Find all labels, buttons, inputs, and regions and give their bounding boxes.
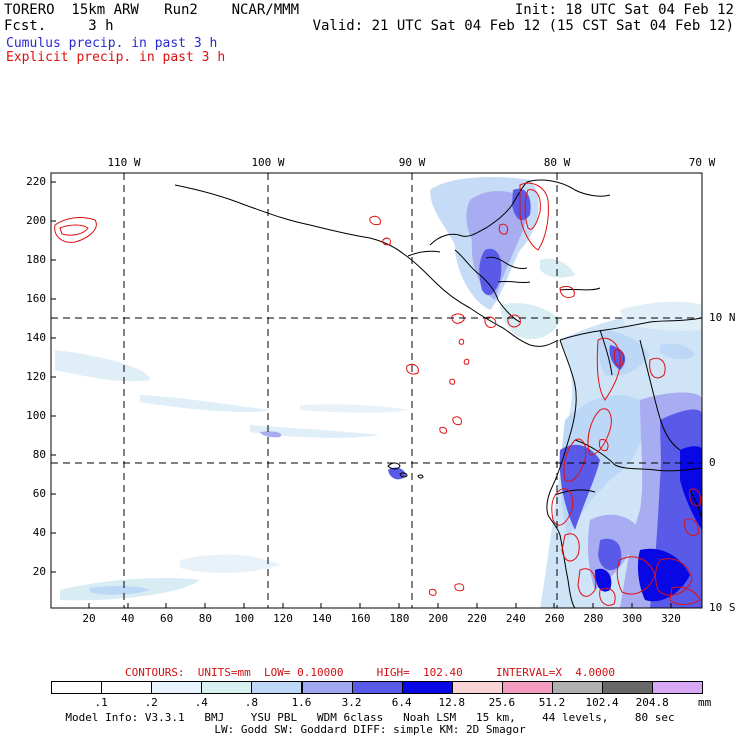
latitude-label: 0 — [709, 456, 716, 469]
model-title: TORERO 15km ARW Run2 NCAR/MMM — [4, 2, 300, 18]
legend-label: .4 — [194, 696, 208, 709]
legend-swatch — [251, 681, 303, 694]
latitude-label: 10 N — [709, 311, 736, 324]
legend-label: 6.4 — [391, 696, 412, 709]
map-field — [51, 173, 702, 608]
legend-swatch — [101, 681, 153, 694]
x-tick-label: 100 — [234, 612, 255, 625]
y-tick-label: 100 — [26, 409, 46, 422]
cumulus-field-label: Cumulus precip. in past 3 h — [6, 36, 218, 51]
x-tick-label: 200 — [428, 612, 449, 625]
legend-swatch — [51, 681, 103, 694]
legend-swatch — [652, 681, 704, 694]
x-tick-label: 180 — [389, 612, 410, 625]
lat-lon-grid — [51, 173, 702, 608]
map-frame — [50, 172, 703, 609]
valid-time: Valid: 21 UTC Sat 04 Feb 12 (15 CST Sat … — [312, 18, 734, 34]
legend-swatch — [201, 681, 253, 694]
coastlines — [174, 179, 702, 608]
legend-swatch — [301, 681, 353, 694]
legend-units: mm — [698, 696, 712, 709]
y-tick-label: 200 — [26, 214, 46, 227]
x-tick-label: 320 — [661, 612, 681, 625]
y-tick-label: 80 — [32, 448, 46, 461]
y-tick-label: 160 — [26, 292, 46, 305]
y-tick-label: 40 — [32, 526, 46, 539]
legend-swatch — [552, 681, 604, 694]
y-tick-label: 220 — [26, 175, 46, 188]
legend-label: 102.4 — [585, 696, 619, 709]
tick-marks — [51, 181, 672, 608]
model-info-line2: LW: Godd SW: Goddard DIFF: simple KM: 2D… — [214, 723, 526, 736]
x-tick-label: 160 — [350, 612, 371, 625]
x-tick-label: 140 — [311, 612, 332, 625]
y-tick-label: 20 — [32, 565, 46, 578]
x-tick-label: 80 — [198, 612, 213, 625]
contour-info: CONTOURS: UNITS=mm LOW= 0.10000 HIGH= 10… — [124, 666, 616, 679]
legend-swatch — [451, 681, 503, 694]
legend-label: 204.8 — [635, 696, 669, 709]
x-tick-label: 260 — [544, 612, 565, 625]
y-tick-label: 140 — [26, 331, 46, 344]
legend-label: 25.6 — [488, 696, 516, 709]
longitude-label: 70 W — [688, 156, 716, 169]
legend-label: 3.2 — [341, 696, 362, 709]
legend-swatch — [351, 681, 403, 694]
legend-label: 12.8 — [438, 696, 466, 709]
longitude-label: 100 W — [251, 156, 285, 169]
latitude-label: 10 S — [709, 601, 736, 614]
legend-label: .2 — [144, 696, 158, 709]
cumulus-shading — [55, 177, 702, 608]
explicit-contours — [54, 182, 701, 606]
legend-swatch — [501, 681, 553, 694]
legend-label: 51.2 — [538, 696, 566, 709]
x-tick-label: 120 — [273, 612, 293, 625]
model-info-line1: Model Info: V3.3.1 BMJ YSU PBL WDM 6clas… — [65, 711, 675, 724]
legend-swatch — [602, 681, 654, 694]
x-tick-label: 220 — [467, 612, 487, 625]
longitude-label: 80 W — [543, 156, 571, 169]
longitude-label: 90 W — [398, 156, 426, 169]
legend-label: 1.6 — [291, 696, 312, 709]
x-tick-label: 300 — [622, 612, 643, 625]
legend-swatch — [401, 681, 453, 694]
y-tick-label: 60 — [32, 487, 46, 500]
x-tick-label: 60 — [159, 612, 174, 625]
explicit-field-label: Explicit precip. in past 3 h — [6, 50, 226, 65]
y-tick-label: 180 — [26, 253, 46, 266]
forecast-hour: Fcst. 3 h — [4, 18, 114, 34]
init-time: Init: 18 UTC Sat 04 Feb 12 — [514, 2, 734, 18]
legend-swatch — [151, 681, 203, 694]
legend-label: .1 — [94, 696, 108, 709]
x-tick-label: 40 — [121, 612, 135, 625]
y-tick-label: 120 — [26, 370, 46, 383]
x-tick-label: 20 — [82, 612, 96, 625]
x-tick-label: 280 — [583, 612, 604, 625]
x-tick-label: 240 — [505, 612, 526, 625]
legend-label: .8 — [244, 696, 259, 709]
longitude-label: 110 W — [107, 156, 141, 169]
